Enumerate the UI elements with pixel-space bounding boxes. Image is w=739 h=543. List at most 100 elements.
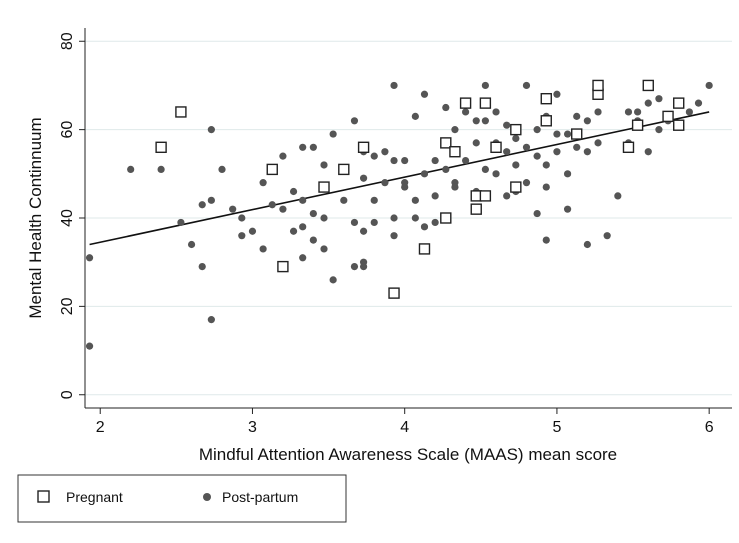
post-partum-point [461,108,470,116]
post-partum-point [390,214,398,222]
pregnant-point [175,106,187,118]
legend-marker-post-partum [203,493,211,501]
post-partum-point [198,263,206,271]
post-partum-point [299,143,307,151]
y-tick-label: 20 [59,297,76,315]
post-partum-point [451,126,459,134]
pregnant-point [510,123,522,136]
x-tick-label: 6 [705,419,714,436]
pregnant-point [540,115,552,127]
post-partum-point [299,196,307,204]
post-partum-point [248,227,257,235]
pregnant-point [540,92,552,105]
post-partum-point [370,218,378,227]
post-partum-point [522,179,531,187]
post-partum-point [614,192,622,200]
post-partum-point [624,108,633,116]
pregnant-point [440,137,452,149]
post-partum-point [634,108,642,116]
post-partum-point [390,81,398,90]
post-partum-point [390,232,398,240]
legend-label-pregnant: Pregnant [66,489,123,505]
post-partum-point [503,148,511,156]
post-partum-point [381,179,389,187]
x-tick-label: 3 [248,419,257,436]
post-partum-point [85,342,94,350]
y-tick-label: 0 [59,390,76,399]
post-partum-point [207,126,215,134]
pregnant-point [571,128,583,140]
post-partum-point [390,156,398,165]
pregnant-point [449,146,461,158]
post-partum-point [451,183,459,191]
post-partum-point [401,156,409,165]
pregnant-point [338,163,350,176]
pregnant-point [155,141,167,154]
post-partum-point [127,165,135,173]
pregnant-point [510,181,522,193]
post-partum-point [229,205,237,213]
post-partum-point [563,205,572,213]
post-partum-point [533,126,541,134]
post-partum-point [299,254,307,262]
pregnant-point [470,203,482,215]
post-partum-point [320,161,328,169]
post-partum-point [542,183,550,191]
fit-line [89,111,710,246]
pregnant-point [479,97,492,109]
post-partum-point [594,108,602,116]
post-partum-point [420,170,429,178]
post-partum-point [603,232,611,240]
pregnant-point [622,141,635,154]
post-partum-point [553,90,561,98]
post-partum-point [309,143,317,151]
x-tick-label: 5 [552,419,561,436]
post-partum-point [553,148,561,156]
x-tick-label: 4 [400,419,409,436]
post-partum-point [157,165,165,173]
data-points [85,79,713,350]
y-axis-ticks: 0 20 40 60 80 [59,32,85,399]
post-partum-point [350,117,359,125]
x-axis-title: Mindful Attention Awareness Scale (MAAS)… [199,445,617,464]
y-axis-title: Mental Health Continnuum [26,117,45,318]
post-partum-point [431,218,439,227]
post-partum-point [309,209,317,218]
pregnant-point [277,260,289,273]
post-partum-point [594,139,602,147]
post-partum-point [238,232,246,240]
post-partum-point [472,139,480,147]
post-partum-point [420,90,429,98]
post-partum-point [268,201,276,209]
pregnant-point [673,97,685,109]
post-partum-point [481,117,489,125]
legend: Pregnant Post-partum [17,474,347,523]
post-partum-point [401,183,409,191]
post-partum-point [655,126,663,134]
pregnant-point [440,212,452,224]
post-partum-point [329,130,337,138]
pregnant-point [418,243,431,255]
x-axis-ticks: 2 3 4 5 6 [96,408,714,436]
pregnant-point [673,119,685,131]
post-partum-point [431,156,439,165]
post-partum-point [309,236,317,244]
y-tick-label: 40 [59,209,76,227]
post-partum-point [461,156,470,165]
post-partum-point [350,218,359,227]
post-partum-point [583,117,591,125]
gridlines [85,40,732,396]
post-partum-point [522,81,531,90]
post-partum-point [705,81,713,90]
fit-line-layer [89,111,710,246]
post-partum-point [492,170,500,178]
post-partum-point [573,112,581,120]
post-partum-point [207,316,215,324]
post-partum-point [177,218,185,227]
pregnant-point [318,181,330,193]
post-partum-point [442,103,450,112]
post-partum-point [320,214,328,222]
post-partum-point [481,165,489,173]
